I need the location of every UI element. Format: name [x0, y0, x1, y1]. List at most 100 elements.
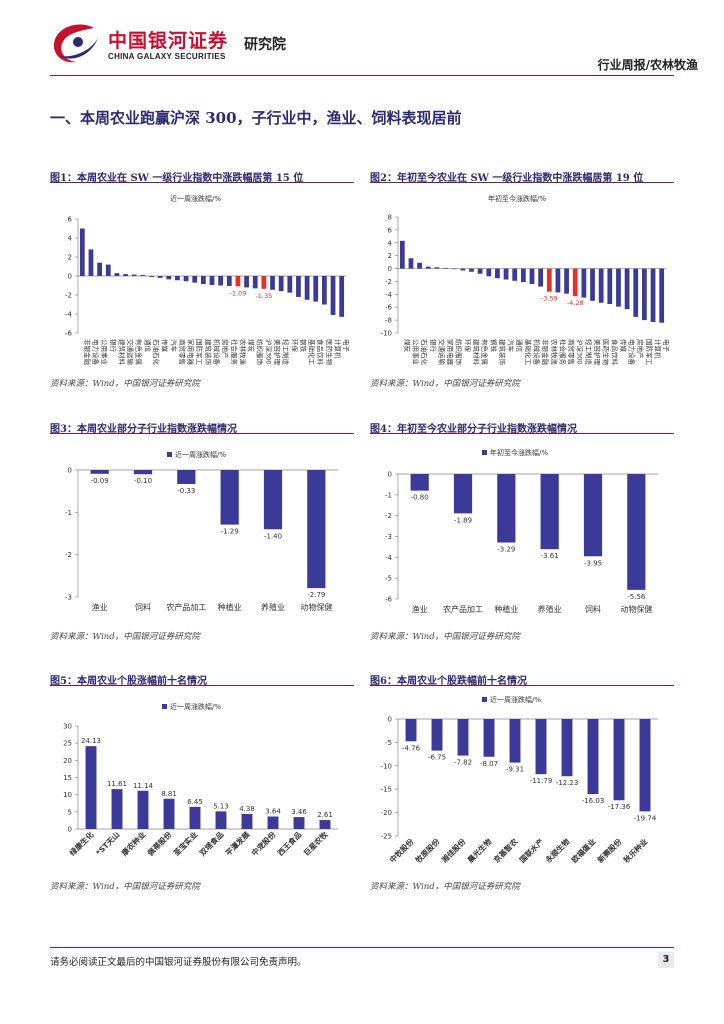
y-tick-label: -3 — [65, 594, 72, 602]
figure-4-title: 图4：年初至今农业部分子行业指数涨跌幅情况 — [370, 424, 577, 435]
x-tick-label: 煤炭 — [247, 339, 256, 353]
x-tick-label: 商贸零售 — [567, 339, 576, 365]
x-tick-label: 饲料 — [135, 602, 151, 612]
chart-6-svg: 近一周涨跌幅/% 0 -5 -10 -15 -20 -25 -4.76 -6.75 -7.82 -8… — [381, 695, 658, 865]
x-tick-label: 环保 — [463, 339, 472, 353]
bar — [218, 276, 224, 286]
x-tick-label: 环保 — [290, 339, 299, 353]
y-tick-label: -6 — [385, 596, 393, 604]
y-tick-label: -6 — [385, 304, 393, 312]
bar — [97, 262, 102, 276]
legend-marker — [482, 697, 487, 702]
x-tick-label: 晨光生物 — [465, 836, 494, 865]
bar — [425, 266, 431, 269]
x-tick-label: 通信 — [515, 339, 524, 353]
figure-6-rule — [370, 685, 674, 686]
data-label: 6.45 — [187, 798, 203, 806]
data-label: -5.56 — [627, 593, 646, 601]
y-tick-label: 20 — [63, 757, 72, 765]
legend-label: 年初至今涨跌幅/% — [488, 194, 546, 203]
x-tick-label: 永顺生物 — [542, 836, 571, 865]
x-tick-label: 纺织服饰 — [455, 339, 464, 366]
x-tick-label: 建筑装饰 — [498, 339, 507, 366]
data-label: 3.64 — [265, 808, 281, 816]
bar — [469, 268, 474, 272]
bar — [183, 276, 189, 282]
data-label: -8.07 — [480, 760, 498, 768]
chart-5-svg: 近一周涨跌幅/% 30 25 20 15 10 5 0 24.13 11.61 11.14 8.81 6… — [63, 702, 338, 858]
x-tick-label: 基础化工 — [524, 339, 533, 366]
y-tick-label: 25 — [63, 740, 72, 748]
x-tick-label: 交通运输 — [437, 339, 446, 366]
legend-label: 近一周涨跌幅/% — [170, 194, 221, 203]
figure-3-title: 图3：本周农业部分子行业指数涨跌幅情况 — [50, 424, 237, 435]
x-tick-label: 渔业 — [412, 604, 428, 614]
bar — [270, 276, 275, 290]
bar — [561, 719, 573, 777]
bar — [503, 268, 509, 280]
bar — [529, 268, 535, 285]
x-tick-label: 房地产 — [221, 339, 230, 359]
bar — [572, 268, 578, 297]
y-tick-label: 8 — [388, 214, 392, 222]
chart-1-svg: 近一周涨跌幅/% 6 4 2 0 -2 -4 -6 -1.09 -1.35 非银金融 电力设备 公用事业… — [65, 194, 351, 366]
x-tick-label: 美容护理 — [273, 339, 282, 366]
x-tick-label: 汽车 — [169, 339, 178, 353]
legend-marker — [162, 704, 167, 709]
bar — [200, 276, 206, 285]
figure-5-title: 图5：本周农业个股涨幅前十名情况 — [50, 676, 207, 687]
bar — [215, 811, 227, 829]
chart-2-svg: 年初至今涨跌幅/% 8 6 4 2 0 -2 -4 -6 -8 -10 -3.59 -4.28 煤炭 公用事… — [381, 194, 672, 366]
x-tick-label: 基础化工 — [308, 339, 317, 366]
page-header: 中国银河证券 CHINA GALAXY SECURITIES 研究院 行业周报/… — [0, 0, 724, 80]
x-tick-label: 种植业 — [494, 604, 518, 614]
bar — [639, 719, 651, 812]
data-label: 5.13 — [213, 802, 229, 810]
y-tick-label: -5 — [385, 575, 392, 583]
legend-label: 近一周涨跌幅/% — [490, 695, 541, 704]
x-tick-label: 社会服务 — [558, 339, 567, 366]
chart-3-svg: 近一周涨跌幅/% 0 -1 -2 -3 -0.09 -0.10 -0.33 -1.29 -1.40… — [65, 450, 338, 612]
data-label: 4.38 — [239, 805, 255, 813]
data-label: -0.10 — [134, 477, 152, 485]
bar — [304, 276, 310, 300]
y-tick-label: 5 — [68, 808, 72, 816]
bar — [293, 817, 305, 829]
figure-6-chart: 近一周涨跌幅/% 0 -5 -10 -15 -20 -25 -4.76 -6.75 -7.82 -8… — [370, 689, 674, 873]
bar — [192, 276, 198, 283]
y-tick-label: -20 — [381, 809, 392, 817]
x-tick-label: 非银金融 — [83, 339, 92, 366]
x-tick-label: 巨星农牧 — [301, 829, 330, 858]
bar — [88, 249, 94, 276]
x-tick-label: 新赛股份 — [595, 836, 624, 865]
data-label: -0.80 — [411, 494, 429, 502]
x-tick-label: 养殖业 — [261, 602, 285, 612]
bar — [460, 268, 466, 271]
y-tick-label: 6 — [68, 216, 73, 224]
x-tick-label: 通信 — [143, 339, 152, 353]
x-tick-label: 医药生物 — [325, 339, 334, 366]
data-label: -2.79 — [307, 591, 325, 599]
y-tick-label: -25 — [381, 833, 392, 841]
bar — [399, 240, 405, 269]
data-label: -1.35 — [255, 292, 272, 300]
bar — [307, 470, 326, 589]
bar — [330, 276, 336, 315]
figure-4-rule — [370, 433, 674, 434]
bar — [417, 262, 422, 269]
x-tick-label: 荃宝实业 — [171, 829, 200, 858]
bar — [477, 268, 483, 274]
y-tick-label: -6 — [65, 330, 73, 338]
x-tick-label: 电子 — [342, 339, 351, 353]
x-tick-label: 养殖业 — [538, 604, 562, 614]
bar — [408, 258, 414, 269]
y-tick-label: -4 — [385, 291, 393, 299]
legend-marker — [482, 450, 487, 455]
figure-3-source: 资料来源：Wind，中国银河证券研究院 — [50, 632, 200, 642]
report-type: 行业周报/农林牧渔 — [597, 58, 698, 72]
x-tick-label: 农林牧渔 — [550, 339, 559, 366]
x-tick-label: 家用电器 — [446, 339, 455, 366]
x-tick-label: 农产品加工 — [443, 604, 483, 614]
x-tick-label: 轻工制造 — [584, 339, 593, 366]
bar — [431, 719, 443, 751]
